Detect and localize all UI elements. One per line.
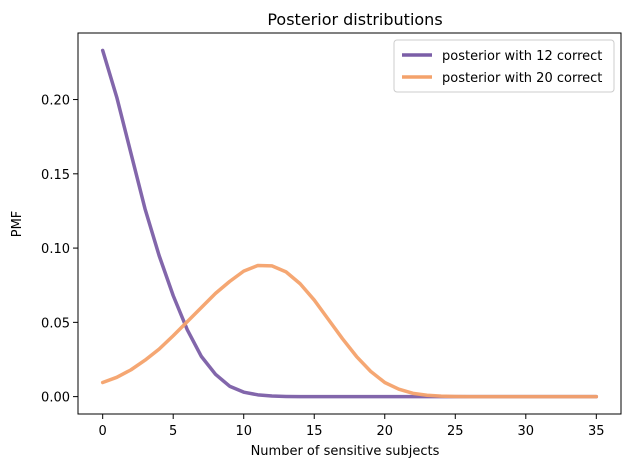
x-tick-label: 35 bbox=[588, 424, 605, 439]
y-axis: 0.00 0.05 0.10 0.15 0.20 bbox=[41, 94, 78, 406]
x-axis: 0 5 10 15 20 25 30 35 bbox=[99, 414, 605, 439]
x-tick-label: 25 bbox=[447, 424, 464, 439]
x-tick-label: 15 bbox=[306, 424, 323, 439]
series-line-2 bbox=[100, 263, 599, 399]
legend-label-2: posterior with 20 correct bbox=[442, 71, 602, 86]
y-tick-label: 0.20 bbox=[41, 94, 70, 109]
legend-label-1: posterior with 12 correct bbox=[442, 49, 602, 64]
x-axis-label: Number of sensitive subjects bbox=[251, 444, 440, 459]
series-line-1 bbox=[100, 48, 599, 399]
y-tick-label: 0.05 bbox=[41, 316, 70, 331]
y-axis-label: PMF bbox=[10, 211, 25, 238]
plot-frame bbox=[77, 32, 622, 415]
y-tick-label: 0.10 bbox=[41, 242, 70, 257]
x-tick-label: 30 bbox=[518, 424, 535, 439]
legend: posterior with 12 correct posterior with … bbox=[393, 39, 615, 93]
x-tick-label: 10 bbox=[235, 424, 252, 439]
y-tick-label: 0.15 bbox=[41, 168, 70, 183]
x-tick-label: 20 bbox=[376, 424, 393, 439]
series-layer bbox=[100, 48, 599, 399]
legend-box bbox=[393, 39, 615, 93]
y-tick-label: 0.00 bbox=[41, 391, 70, 406]
x-tick-label: 0 bbox=[99, 424, 107, 439]
x-tick-label: 5 bbox=[169, 424, 177, 439]
chart-title: Posterior distributions bbox=[267, 10, 442, 29]
